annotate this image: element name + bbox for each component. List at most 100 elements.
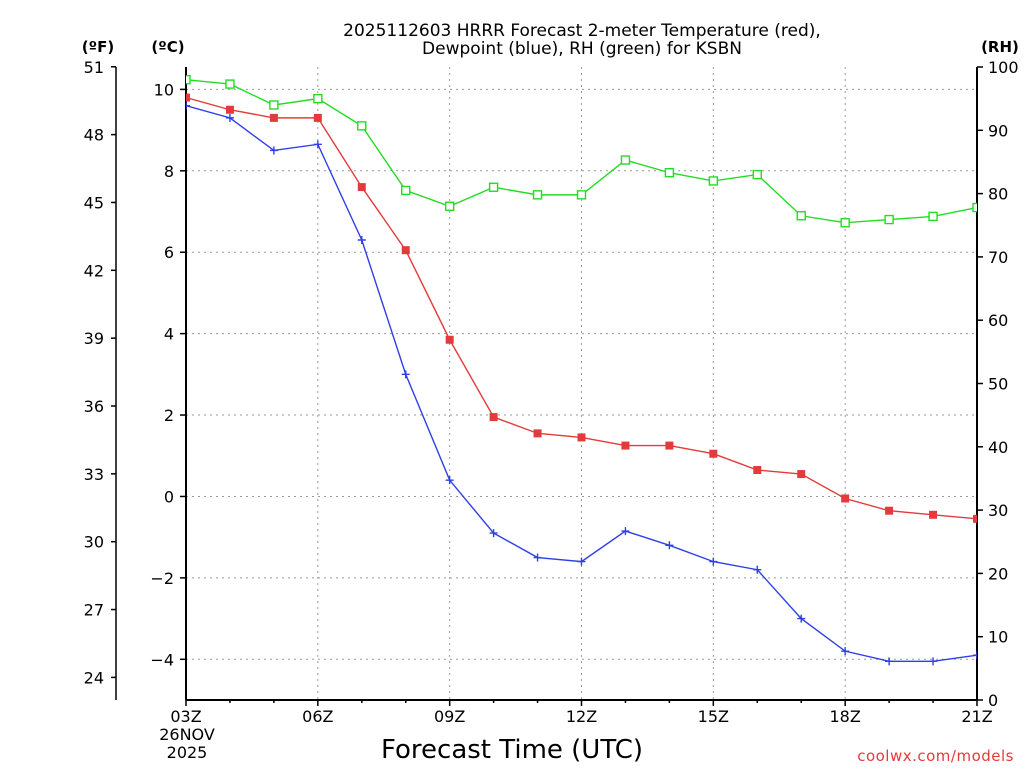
data-point-marker <box>444 201 455 211</box>
celsius-tick-label: 0 <box>164 487 174 506</box>
fahrenheit-tick-label: 45 <box>84 193 104 212</box>
rh-unit-label: (RH) <box>981 38 1019 56</box>
data-point-marker <box>665 441 674 450</box>
rh-tick-label: 30 <box>988 501 1008 520</box>
rh-tick-label: 20 <box>988 564 1008 583</box>
x-tick-label: 09Z <box>434 707 465 726</box>
data-point-marker <box>445 476 454 485</box>
data-point-marker <box>401 246 410 255</box>
data-point-marker <box>577 433 586 442</box>
data-point-marker <box>797 614 806 623</box>
data-point-marker <box>186 101 190 110</box>
data-point-marker <box>620 155 631 165</box>
fahrenheit-tick-label: 48 <box>84 126 104 145</box>
tick-labels: 03Z 06Z 09Z 12Z 15Z 18Z 21Z−4−2024681024273033… <box>84 58 1019 726</box>
data-point-marker <box>621 527 630 536</box>
data-point-marker <box>796 211 806 221</box>
celsius-tick-label: 2 <box>164 406 174 425</box>
data-point-marker <box>489 413 498 422</box>
celsius-tick-label: 6 <box>164 243 174 262</box>
data-point-marker <box>225 79 235 89</box>
data-point-marker <box>621 441 630 450</box>
data-point-marker <box>753 466 762 475</box>
data-point-marker <box>797 470 806 479</box>
fahrenheit-unit-label: (ºF) <box>82 38 114 56</box>
data-point-marker <box>841 647 850 656</box>
data-point-marker <box>313 140 322 149</box>
data-point-marker <box>313 93 323 104</box>
data-point-marker <box>186 93 190 102</box>
x-tick-label: 06Z <box>302 707 333 726</box>
data-point-marker <box>357 183 366 192</box>
rh-tick-label: 90 <box>988 121 1008 140</box>
data-point-marker <box>577 557 586 566</box>
date-label-day: 26NOV <box>159 725 215 744</box>
credit-text: coolwx.com/models <box>857 747 1014 765</box>
fahrenheit-tick-label: 51 <box>84 58 104 77</box>
fahrenheit-tick-label: 30 <box>84 533 104 552</box>
fahrenheit-tick-label: 39 <box>84 329 104 348</box>
data-point-marker <box>357 121 367 131</box>
data-point-marker <box>532 190 543 200</box>
data-point-marker <box>709 557 718 566</box>
celsius-tick-label: −4 <box>150 650 174 669</box>
gridlines <box>186 67 977 700</box>
fahrenheit-tick-label: 33 <box>84 465 104 484</box>
fahrenheit-tick-label: 27 <box>84 601 104 620</box>
rh-tick-label: 50 <box>988 375 1008 394</box>
x-tick-label: 21Z <box>961 707 992 726</box>
rh-tick-label: 70 <box>988 248 1008 267</box>
data-point-marker <box>929 657 938 666</box>
data-point-marker <box>752 169 762 180</box>
fahrenheit-tick-label: 36 <box>84 397 104 416</box>
fahrenheit-tick-label: 42 <box>84 261 104 280</box>
celsius-unit-label: (ºC) <box>151 38 184 56</box>
x-tick-label: 12Z <box>566 707 597 726</box>
data-point-marker <box>929 510 938 519</box>
data-point-marker <box>313 113 322 122</box>
rh-tick-label: 10 <box>988 628 1008 647</box>
rh-tick-label: 80 <box>988 185 1008 204</box>
data-point-marker <box>269 146 278 155</box>
data-point-marker <box>357 236 366 245</box>
data-point-marker <box>840 218 850 228</box>
series-relative-humidity <box>186 74 977 228</box>
axes <box>111 66 983 706</box>
celsius-tick-label: −2 <box>150 569 174 588</box>
data-point-marker <box>973 514 977 523</box>
chart-title-line2: Dewpoint (blue), RH (green) for KSBN <box>422 39 742 59</box>
rh-tick-label: 100 <box>988 58 1019 77</box>
date-label-year: 2025 <box>167 743 208 762</box>
celsius-tick-label: 8 <box>164 162 174 181</box>
x-tick-label: 18Z <box>830 707 861 726</box>
x-tick-label: 15Z <box>698 707 729 726</box>
data-point-marker <box>664 168 675 178</box>
rh-tick-label: 0 <box>988 691 998 710</box>
rh-tick-label: 40 <box>988 438 1008 457</box>
data-point-marker <box>928 211 938 222</box>
data-point-marker <box>841 494 850 503</box>
data-point-marker <box>884 214 894 225</box>
data-point-marker <box>401 370 410 379</box>
data-point-marker <box>885 657 894 666</box>
data-point-marker <box>401 185 411 196</box>
data-point-marker <box>533 553 542 562</box>
data-point-marker <box>488 182 499 192</box>
data-point-marker <box>489 529 498 538</box>
data-point-marker <box>973 651 977 660</box>
data-point-marker <box>225 113 234 122</box>
data-point-marker <box>186 74 191 85</box>
data-point-marker <box>269 113 278 122</box>
data-point-marker <box>885 506 894 515</box>
data-point-marker <box>445 335 454 344</box>
data-point-marker <box>225 105 234 114</box>
x-axis-label: Forecast Time (UTC) <box>381 735 643 765</box>
celsius-tick-label: 4 <box>164 325 174 344</box>
data-point-marker <box>269 100 279 110</box>
x-tick-label: 03Z <box>170 707 201 726</box>
data-point-marker <box>708 176 719 186</box>
chart-title-line1: 2025112603 HRRR Forecast 2-meter Tempera… <box>343 21 821 41</box>
series-2-meter-temperature <box>186 93 977 523</box>
fahrenheit-tick-label: 24 <box>84 668 104 687</box>
